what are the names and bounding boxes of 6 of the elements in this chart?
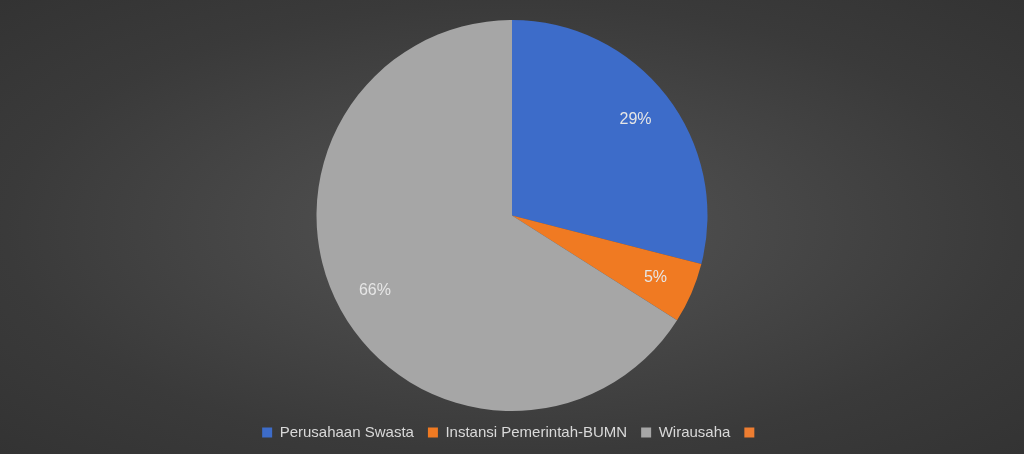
data-label: 66% [358, 281, 391, 299]
data-label: 29% [619, 110, 652, 128]
data-label: 5% [643, 268, 668, 286]
legend-label: Wirausaha [658, 422, 731, 440]
legend-label: Perusahaan Swasta [279, 422, 415, 440]
legend-label: Instansi Pemerintah-BUMN [445, 422, 628, 440]
